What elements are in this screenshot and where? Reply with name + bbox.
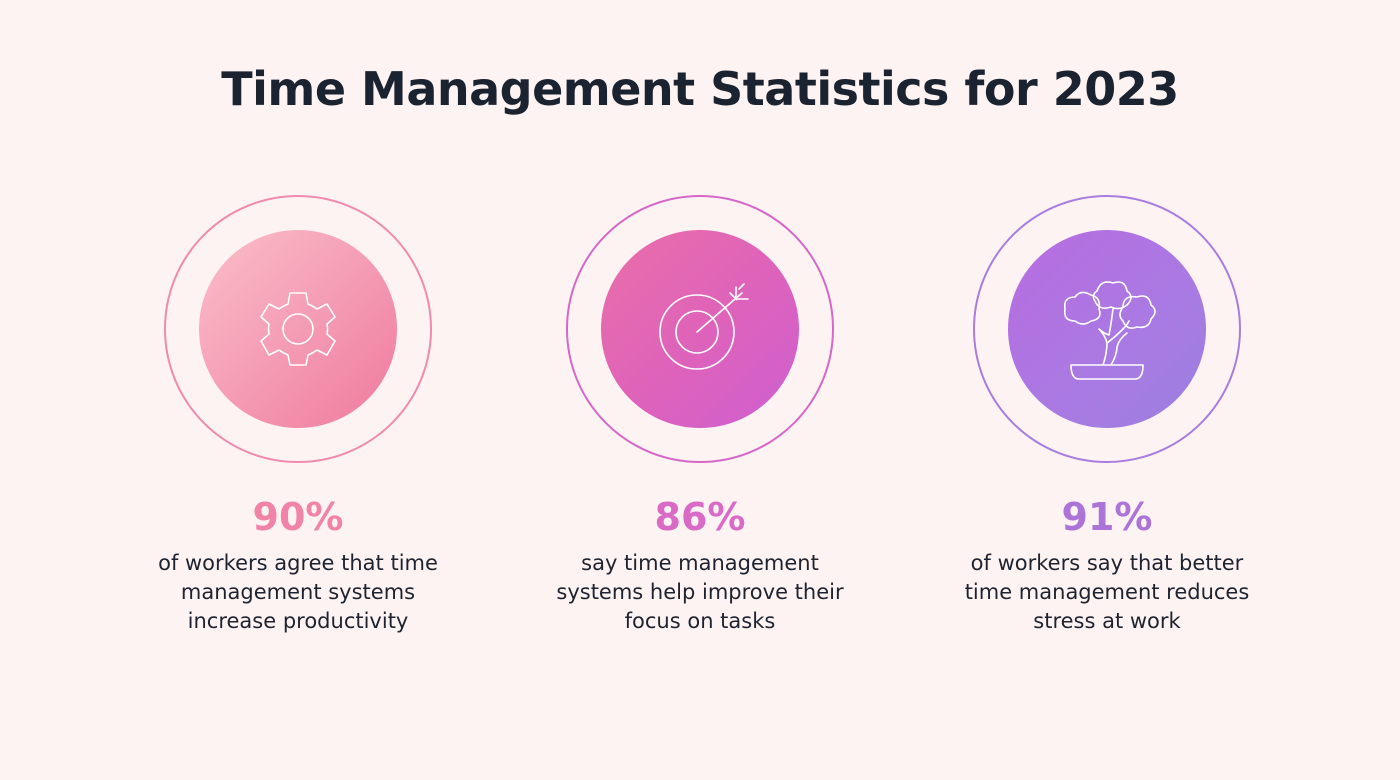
- icon-ring: [164, 195, 432, 463]
- icon-ring: [973, 195, 1241, 463]
- stat-value: 90%: [252, 495, 344, 539]
- bonsai-tree-icon: [1063, 281, 1156, 380]
- icon-disc: [1008, 230, 1206, 428]
- icon-disc: [601, 230, 799, 428]
- page-title: Time Management Statistics for 2023: [221, 62, 1179, 116]
- stat-description: say time management systems help improve…: [556, 551, 844, 633]
- stat-description: of workers say that better time manageme…: [964, 551, 1250, 633]
- stat-card-productivity: 90% of workers agree that time managemen…: [128, 195, 468, 636]
- stat-description: of workers agree that time management sy…: [158, 551, 438, 633]
- gear-icon: [260, 292, 336, 366]
- stat-card-focus: 86% say time management systems help imp…: [530, 195, 870, 636]
- target-icon: [659, 283, 749, 370]
- stat-card-stress: 91% of workers say that better time mana…: [937, 195, 1277, 636]
- stat-value: 86%: [654, 495, 746, 539]
- icon-ring: [566, 195, 834, 463]
- stat-value: 91%: [1061, 495, 1153, 539]
- icon-disc: [199, 230, 397, 428]
